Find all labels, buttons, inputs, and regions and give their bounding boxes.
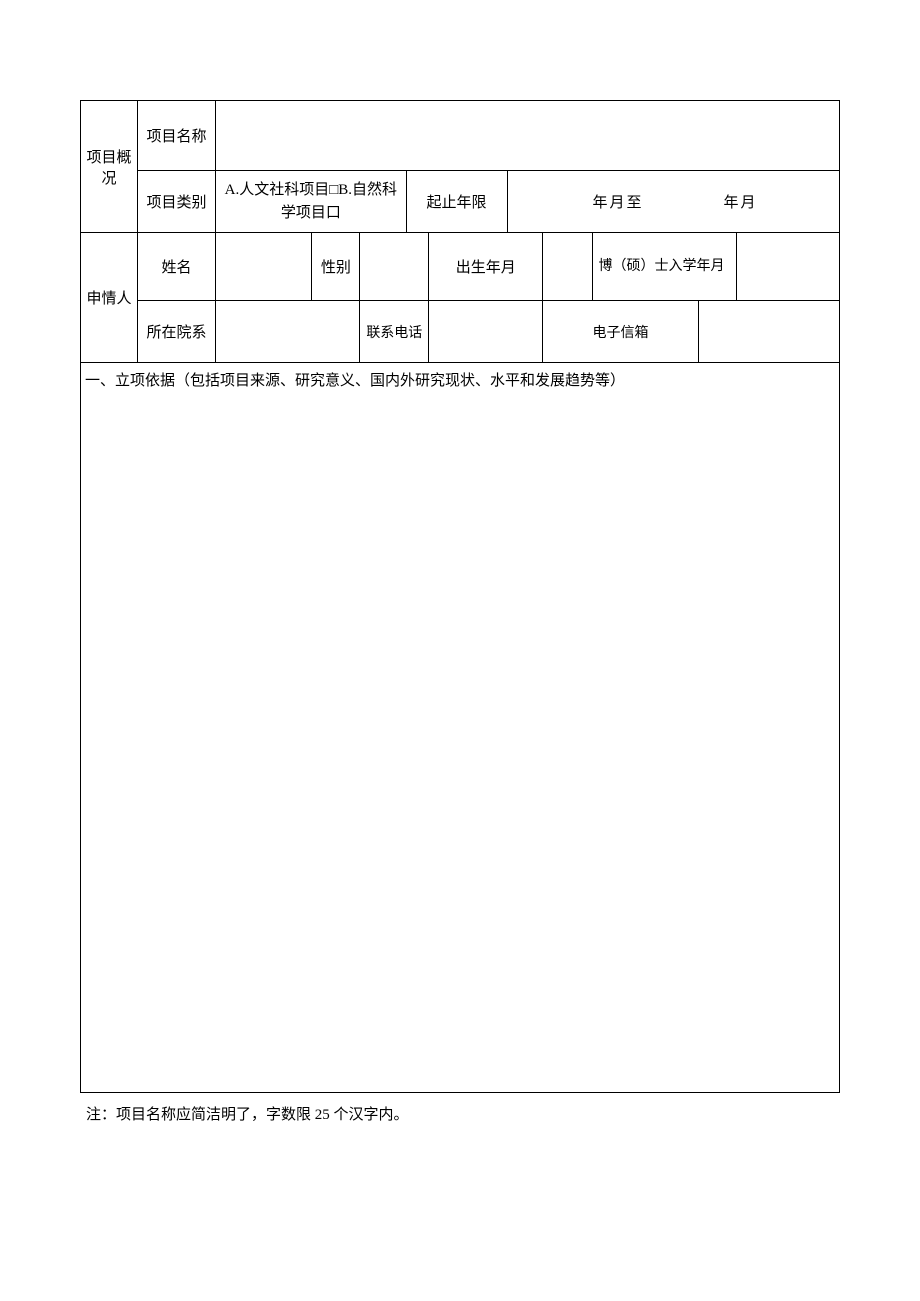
phone-label: 联系电话 — [360, 301, 429, 363]
section1-title: 一、立项依据（包括项目来源、研究意义、国内外研究现状、水平和发展趋势等） — [85, 373, 625, 389]
name-label: 姓名 — [137, 233, 215, 301]
form-table: 项目概况 项目名称 项目类别 A.人文社科项目□B.自然科学项目口 起止年限 年… — [80, 100, 840, 1093]
email-value[interactable] — [698, 301, 839, 363]
gender-label: 性别 — [312, 233, 360, 301]
duration-ym2: 年月 — [724, 195, 758, 211]
project-name-value[interactable] — [216, 101, 840, 171]
project-category-value[interactable]: A.人文社科项目□B.自然科学项目口 — [216, 171, 406, 233]
department-value[interactable] — [216, 301, 360, 363]
email-label: 电子信箱 — [543, 301, 699, 363]
section1-body[interactable]: 一、立项依据（包括项目来源、研究意义、国内外研究现状、水平和发展趋势等） — [81, 363, 840, 1093]
gender-value[interactable] — [360, 233, 429, 301]
duration-label: 起止年限 — [406, 171, 507, 233]
applicant-header: 申情人 — [81, 233, 138, 363]
project-category-label: 项目类别 — [137, 171, 215, 233]
department-label: 所在院系 — [137, 301, 215, 363]
birth-value[interactable] — [543, 233, 592, 301]
phone-value[interactable] — [429, 301, 543, 363]
degree-entry-label: 博（硕）士入学年月 — [592, 233, 736, 301]
footnote: 注：项目名称应简洁明了，字数限 25 个汉字内。 — [80, 1103, 840, 1124]
birth-label: 出生年月 — [429, 233, 543, 301]
overview-header: 项目概况 — [81, 101, 138, 233]
duration-value[interactable]: 年月至 年月 — [507, 171, 839, 233]
project-name-label: 项目名称 — [137, 101, 215, 171]
degree-entry-value[interactable] — [736, 233, 839, 301]
duration-ym1: 年月至 — [593, 195, 644, 211]
name-value[interactable] — [216, 233, 312, 301]
